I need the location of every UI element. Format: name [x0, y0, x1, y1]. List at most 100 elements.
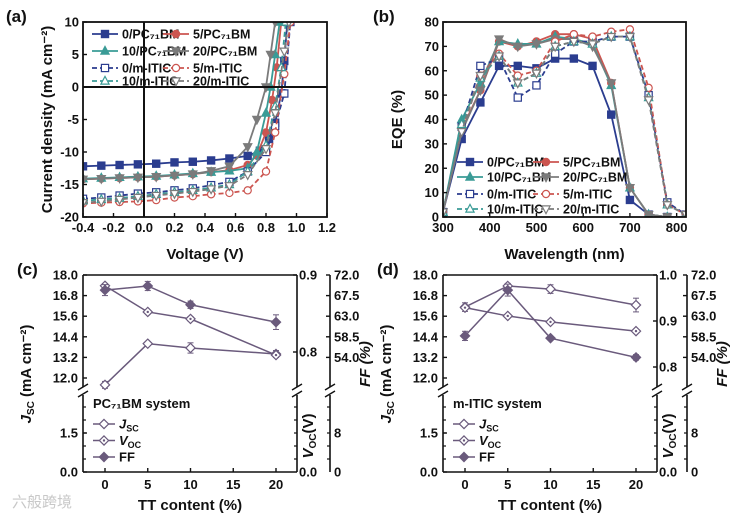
ff-tick-label: 63.0	[691, 309, 716, 324]
y-tick-label: 0.0	[420, 465, 438, 480]
data-point	[270, 128, 280, 137]
legend-label-main: V	[119, 433, 129, 448]
panel-label: (a)	[6, 7, 27, 26]
data-point	[114, 174, 125, 184]
x-tick-label: 0	[101, 477, 108, 492]
legend-label: 20/m-ITIC	[193, 75, 249, 89]
data-point	[512, 79, 523, 89]
legend-label: 5/PC₇₁BM	[563, 156, 620, 170]
x-tick-label: 20	[629, 477, 643, 492]
jsc-axis-label-unit: (mA cm⁻²)	[378, 325, 395, 402]
legend-marker	[465, 157, 475, 167]
legend-marker	[464, 171, 476, 181]
series-line	[83, 22, 292, 205]
legend-marker-dot	[462, 439, 466, 442]
data-point	[545, 283, 556, 295]
data-point	[680, 210, 686, 217]
legend-marker	[100, 63, 110, 73]
data-point	[132, 193, 143, 204]
data-point	[187, 170, 198, 180]
legend-marker	[458, 418, 470, 430]
x-tick-label: 800	[666, 220, 688, 235]
data-point	[630, 299, 642, 311]
data-point	[224, 162, 235, 173]
legend-item: 5/PC₇₁BM	[533, 156, 620, 170]
legend-item: 10/PC₇₁BM	[92, 45, 186, 59]
y-tick-label: 14.4	[53, 329, 79, 344]
legend-label-sub: SC	[126, 424, 139, 434]
legend-label-main: V	[479, 433, 489, 448]
voc-tick-label: 0.9	[299, 268, 317, 283]
data-point	[280, 89, 289, 98]
legend-marker	[458, 451, 470, 463]
data-point	[206, 185, 217, 195]
panel-label: (b)	[373, 7, 395, 26]
data-point	[512, 42, 523, 53]
x-tick-label: 500	[526, 220, 548, 235]
series-group	[443, 25, 686, 217]
legend-label: VOC	[119, 433, 142, 450]
data-point	[606, 32, 617, 43]
ff-tick-label: 63.0	[334, 309, 359, 324]
x-tick-label: 0.0	[135, 220, 153, 235]
legend-marker	[171, 63, 181, 73]
legend-marker	[465, 189, 475, 199]
data-point	[588, 61, 597, 71]
legend-label-main: J	[479, 417, 487, 432]
plot-area-2	[77, 274, 336, 473]
series-line	[104, 342, 277, 386]
data-point	[83, 175, 89, 186]
series-jsc	[459, 280, 642, 313]
legend: 0/PC₇₁BM 5/PC₇₁BM 10/PC₇₁BM 20/PC₇₁BM 0/m-IT…	[457, 156, 627, 217]
x-tick-label: 400	[479, 220, 501, 235]
x-axis-label: TT content (%)	[498, 497, 602, 514]
panel-label: (d)	[377, 260, 399, 279]
legend-label: 0/PC₇₁BM	[122, 28, 179, 42]
x-axis-label: Voltage (V)	[166, 246, 243, 263]
axis-break-mark	[324, 390, 336, 398]
ff-tick-label: 0	[334, 465, 341, 480]
data-point	[185, 299, 196, 311]
legend-label-main: FF	[119, 450, 135, 465]
voc-axis-label-unit: (V)	[300, 413, 317, 433]
y-tick-label: 80	[425, 15, 439, 30]
y-axis-label: EQE (%)	[389, 90, 406, 149]
legend-marker	[100, 29, 110, 39]
axis-break-mark	[651, 390, 663, 398]
y-tick-label: 12.0	[53, 371, 78, 386]
legend-label-sub: OC	[488, 440, 502, 450]
series-line	[464, 306, 637, 332]
series-jsc	[99, 338, 282, 391]
series-line	[464, 288, 637, 359]
legend-marker	[98, 418, 110, 430]
legend-marker	[541, 157, 551, 167]
data-point	[243, 186, 252, 195]
jsc-axis-label: JSC (mA cm⁻²)	[18, 325, 37, 424]
series-line	[104, 285, 277, 323]
x-tick-label: 0.6	[226, 220, 244, 235]
voc-axis-label: VOC(V)	[660, 413, 679, 458]
data-point	[476, 98, 485, 107]
data-point	[643, 96, 654, 106]
voc-axis-label-unit: (V)	[660, 413, 677, 433]
data-point	[279, 47, 290, 58]
data-point	[270, 109, 281, 119]
ff-tick-label: 72.0	[334, 268, 359, 283]
ff-tick-label: 72.0	[691, 268, 716, 283]
legend-marker	[170, 77, 182, 87]
voc-axis-label: VOC(V)	[300, 413, 319, 458]
legend-label: 10/m-ITIC	[487, 203, 543, 217]
voc-tick-label: 0.8	[659, 360, 677, 375]
legend-label-main: J	[119, 417, 127, 432]
data-point	[188, 157, 197, 166]
voc-axis-label-sub: OC	[668, 433, 679, 448]
data-point	[624, 32, 636, 43]
axis-break-mark	[77, 390, 89, 398]
series-voc	[459, 302, 642, 337]
ff-axis-label: FF (%)	[714, 341, 731, 387]
data-point	[96, 197, 107, 208]
legend-label-sub: SC	[486, 424, 499, 434]
legend-label: 0/m-ITIC	[487, 188, 536, 202]
data-point	[531, 40, 542, 50]
y-tick-label: 18.0	[53, 268, 78, 283]
